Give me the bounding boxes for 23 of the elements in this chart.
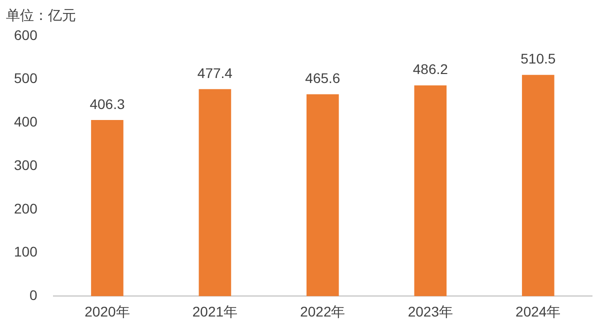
x-tick-label: 2022年 [300, 303, 346, 320]
bar [306, 94, 339, 296]
y-axis-title: 单位：亿元 [6, 6, 76, 23]
y-tick-label: 300 [14, 156, 38, 173]
data-label: 406.3 [90, 96, 125, 112]
x-tick-label: 2021年 [192, 303, 238, 320]
y-tick-label: 400 [14, 114, 38, 130]
x-tick-label: 2020年 [84, 303, 130, 320]
y-tick-label: 100 [14, 244, 38, 260]
y-tick-label: 600 [14, 26, 38, 43]
bar [522, 74, 554, 296]
data-label: 510.5 [520, 50, 556, 67]
y-tick-label: 500 [14, 70, 38, 86]
y-tick-label: 200 [14, 200, 38, 216]
bar [91, 120, 124, 296]
bar [198, 89, 232, 296]
y-tick-label: 0 [30, 287, 38, 304]
data-label: 486.2 [412, 61, 448, 78]
data-label: 477.4 [197, 65, 233, 82]
x-tick-label: 2024年 [516, 303, 561, 320]
bar [414, 85, 447, 296]
data-label: 465.6 [305, 70, 340, 86]
x-tick-label: 2023年 [408, 303, 453, 320]
